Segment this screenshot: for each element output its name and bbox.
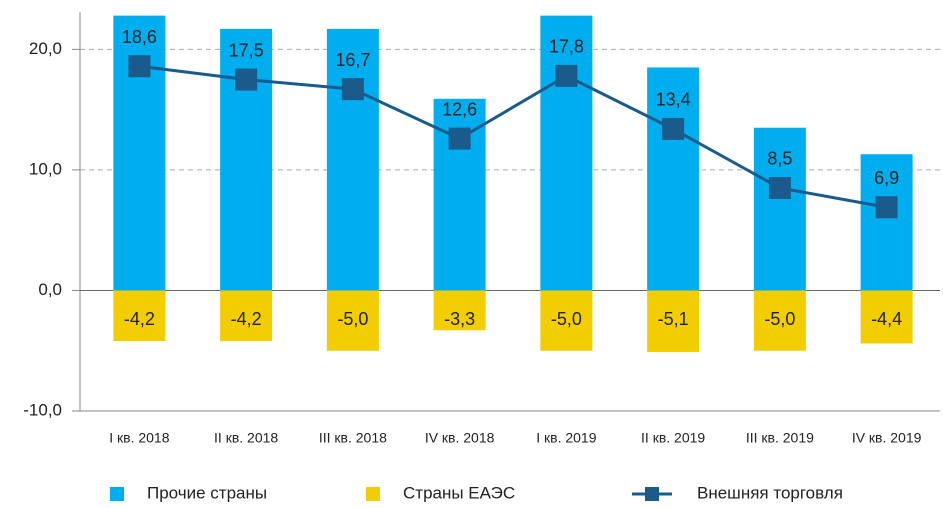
y-tick-label: 20,0: [29, 39, 62, 58]
data-label: 17,5: [229, 40, 264, 60]
data-label: -5,0: [337, 309, 368, 329]
legend-label: Внешняя торговля: [697, 483, 843, 502]
bar: [860, 290, 913, 344]
x-tick-label: I кв. 2019: [536, 430, 596, 446]
marker: [341, 78, 364, 101]
x-tick-label: III кв. 2018: [319, 430, 387, 446]
data-label: 6,9: [874, 168, 899, 188]
bar: [647, 67, 700, 291]
bar: [220, 28, 273, 291]
bar: [540, 15, 593, 291]
marker: [555, 64, 578, 87]
bar: [860, 154, 913, 291]
marker: [128, 55, 151, 78]
x-tick-label: III кв. 2019: [746, 430, 814, 446]
data-label: -3,3: [444, 309, 475, 329]
x-tick-label: IV кв. 2019: [852, 430, 922, 446]
marker: [875, 196, 898, 219]
data-label: 8,5: [767, 149, 792, 169]
legend-label: Страны ЕАЭС: [403, 483, 515, 502]
data-label: 16,7: [335, 50, 370, 70]
data-label: -4,2: [231, 309, 262, 329]
data-label: -5,0: [764, 309, 795, 329]
bar: [220, 290, 273, 342]
bar: [113, 290, 166, 342]
x-tick-label: I кв. 2018: [109, 430, 169, 446]
legend-swatch: [366, 487, 380, 501]
marker: [448, 127, 471, 150]
marker: [768, 176, 791, 199]
bar: [540, 290, 593, 351]
marker: [235, 68, 258, 91]
data-label: 17,8: [549, 37, 584, 57]
data-label: 18,6: [122, 27, 157, 47]
data-label: -5,1: [658, 309, 689, 329]
bar: [433, 290, 486, 331]
data-label: -4,4: [871, 309, 902, 329]
data-label: -4,2: [124, 309, 155, 329]
bar: [326, 28, 379, 291]
bar: [753, 127, 806, 291]
line: [139, 64, 887, 209]
data-label: -5,0: [551, 309, 582, 329]
x-tick-label: II кв. 2018: [214, 430, 278, 446]
y-tick-label: 10,0: [29, 159, 62, 178]
x-tick-label: IV кв. 2018: [425, 430, 495, 446]
legend-marker: [645, 487, 659, 501]
legend-swatch: [110, 487, 124, 501]
bar: [326, 290, 379, 351]
y-tick-label: 0,0: [38, 280, 62, 299]
data-label: 12,6: [442, 99, 477, 119]
legend-label: Прочие страны: [147, 483, 267, 502]
marker: [662, 117, 685, 140]
bar: [753, 290, 806, 351]
data-label: 13,4: [656, 90, 691, 110]
y-tick-label: -10,0: [23, 400, 62, 419]
x-tick-label: II кв. 2019: [641, 430, 705, 446]
bar: [647, 290, 700, 352]
